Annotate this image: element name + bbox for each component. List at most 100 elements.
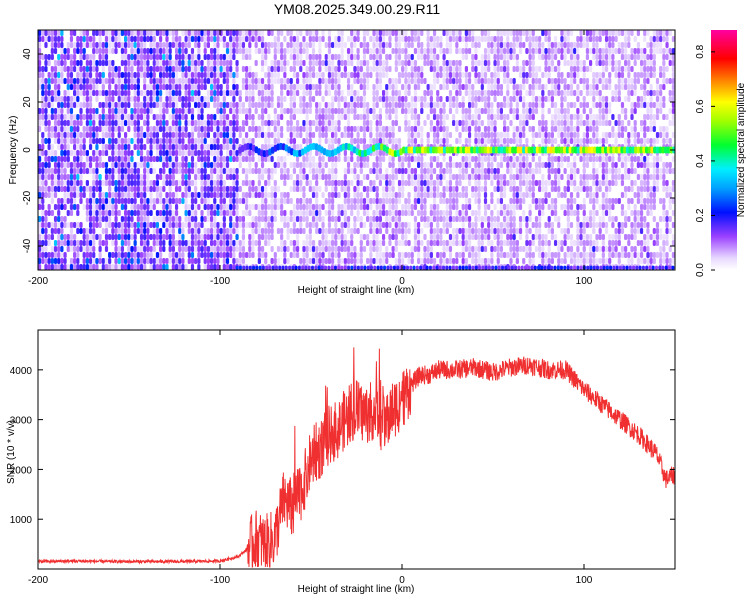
heatmap-cell xyxy=(222,90,226,96)
heatmap-cell xyxy=(85,78,89,84)
heatmap-cell xyxy=(229,36,233,42)
heatmap-cell xyxy=(232,126,236,132)
heatmap-cell xyxy=(101,114,105,120)
heatmap-cell xyxy=(82,54,86,60)
heatmap-cell xyxy=(47,162,51,168)
heatmap-cell xyxy=(544,252,548,258)
heatmap-cell xyxy=(305,66,309,72)
heatmap-cell xyxy=(394,210,398,216)
heatmap-cell xyxy=(209,168,214,174)
heatmap-cell xyxy=(445,42,449,48)
heatmap-cell xyxy=(506,132,510,138)
heatmap-cell xyxy=(92,132,96,138)
heatmap-cell xyxy=(544,240,548,246)
heatmap-cell xyxy=(123,180,128,186)
heatmap-cell xyxy=(225,258,230,264)
heatmap-cell xyxy=(190,138,195,144)
heatmap-cell xyxy=(343,156,347,162)
heatmap-cell xyxy=(88,234,93,240)
heatmap-cell xyxy=(248,222,252,228)
heatmap-cell xyxy=(286,174,290,180)
heatmap-cell xyxy=(168,144,172,150)
heatmap-cell xyxy=(362,138,367,144)
heatmap-cell xyxy=(152,204,156,210)
heatmap-cell xyxy=(47,36,51,42)
heatmap-cell xyxy=(44,126,48,132)
heatmap-cell xyxy=(525,168,529,174)
heatmap-cell xyxy=(82,114,86,120)
heatmap-cell xyxy=(445,228,449,234)
heatmap-cell xyxy=(270,84,274,90)
heatmap-cell xyxy=(209,228,214,234)
heatmap-cell xyxy=(38,42,42,48)
heatmap-cell xyxy=(133,72,137,78)
heatmap-cell xyxy=(92,120,96,126)
heatmap-cell xyxy=(372,48,376,54)
heatmap-cell xyxy=(85,228,89,234)
heatmap-cell xyxy=(522,180,526,186)
heatmap-cell xyxy=(420,192,424,198)
heatmap-cell xyxy=(350,138,354,144)
heatmap-cell xyxy=(356,180,360,186)
heatmap-cell xyxy=(464,78,468,84)
heatmap-cell xyxy=(315,246,319,252)
heatmap-cell xyxy=(346,90,351,96)
heatmap-cell xyxy=(432,198,437,204)
heatmap-cell xyxy=(525,114,529,120)
heatmap-cell xyxy=(515,90,519,96)
heatmap-cell xyxy=(174,42,179,48)
heatmap-cell xyxy=(190,72,195,78)
heatmap-cell xyxy=(273,252,277,258)
heatmap-cell xyxy=(117,264,121,270)
heatmap-cell xyxy=(337,234,341,240)
heatmap-cell xyxy=(127,174,131,180)
heatmap-cell xyxy=(178,150,182,156)
heatmap-cell xyxy=(225,48,230,54)
heatmap-cell xyxy=(356,174,360,180)
heatmap-cell xyxy=(111,180,115,186)
heatmap-cell xyxy=(155,132,160,138)
heatmap-cell xyxy=(388,132,392,138)
heatmap-cell xyxy=(394,30,398,36)
heatmap-cell xyxy=(413,66,418,72)
heatmap-cell xyxy=(181,222,185,228)
heatmap-cell xyxy=(487,84,491,90)
heatmap-cell xyxy=(47,252,51,258)
heatmap-cell xyxy=(225,78,230,84)
heatmap-cell xyxy=(38,54,42,60)
heatmap-cell xyxy=(292,246,296,252)
heatmap-cell xyxy=(276,60,281,66)
heatmap-cell xyxy=(232,42,236,48)
heatmap-cell xyxy=(69,192,74,198)
heatmap-cell xyxy=(321,72,325,78)
heatmap-cell xyxy=(375,126,379,132)
heatmap-cell xyxy=(356,78,360,84)
heatmap-cell xyxy=(219,66,223,72)
heatmap-cell xyxy=(66,198,70,204)
heatmap-cell xyxy=(203,180,207,186)
heatmap-cell xyxy=(378,162,382,168)
heatmap-cell xyxy=(197,132,201,138)
heatmap-cell xyxy=(276,138,281,144)
heatmap-cell xyxy=(499,186,504,192)
heatmap-cell xyxy=(209,174,214,180)
heatmap-cell xyxy=(213,210,217,216)
heatmap-cell xyxy=(305,54,309,60)
heatmap-cell xyxy=(168,204,172,210)
heatmap-cell xyxy=(133,174,137,180)
heatmap-cell xyxy=(92,258,96,264)
heatmap-cell xyxy=(474,162,478,168)
heatmap-cell xyxy=(66,78,70,84)
heatmap-cell xyxy=(73,138,77,144)
heatmap-cell xyxy=(235,240,239,246)
heatmap-cell xyxy=(120,258,125,264)
heatmap-cell xyxy=(276,66,281,72)
heatmap-cell xyxy=(168,132,172,138)
heatmap-cell xyxy=(200,246,204,252)
heatmap-cell xyxy=(327,168,332,174)
heatmap-cell xyxy=(512,240,516,246)
heatmap-cell xyxy=(92,234,96,240)
heatmap-cell xyxy=(455,186,459,192)
heatmap-cell xyxy=(101,30,105,36)
heatmap-cell xyxy=(114,168,118,174)
